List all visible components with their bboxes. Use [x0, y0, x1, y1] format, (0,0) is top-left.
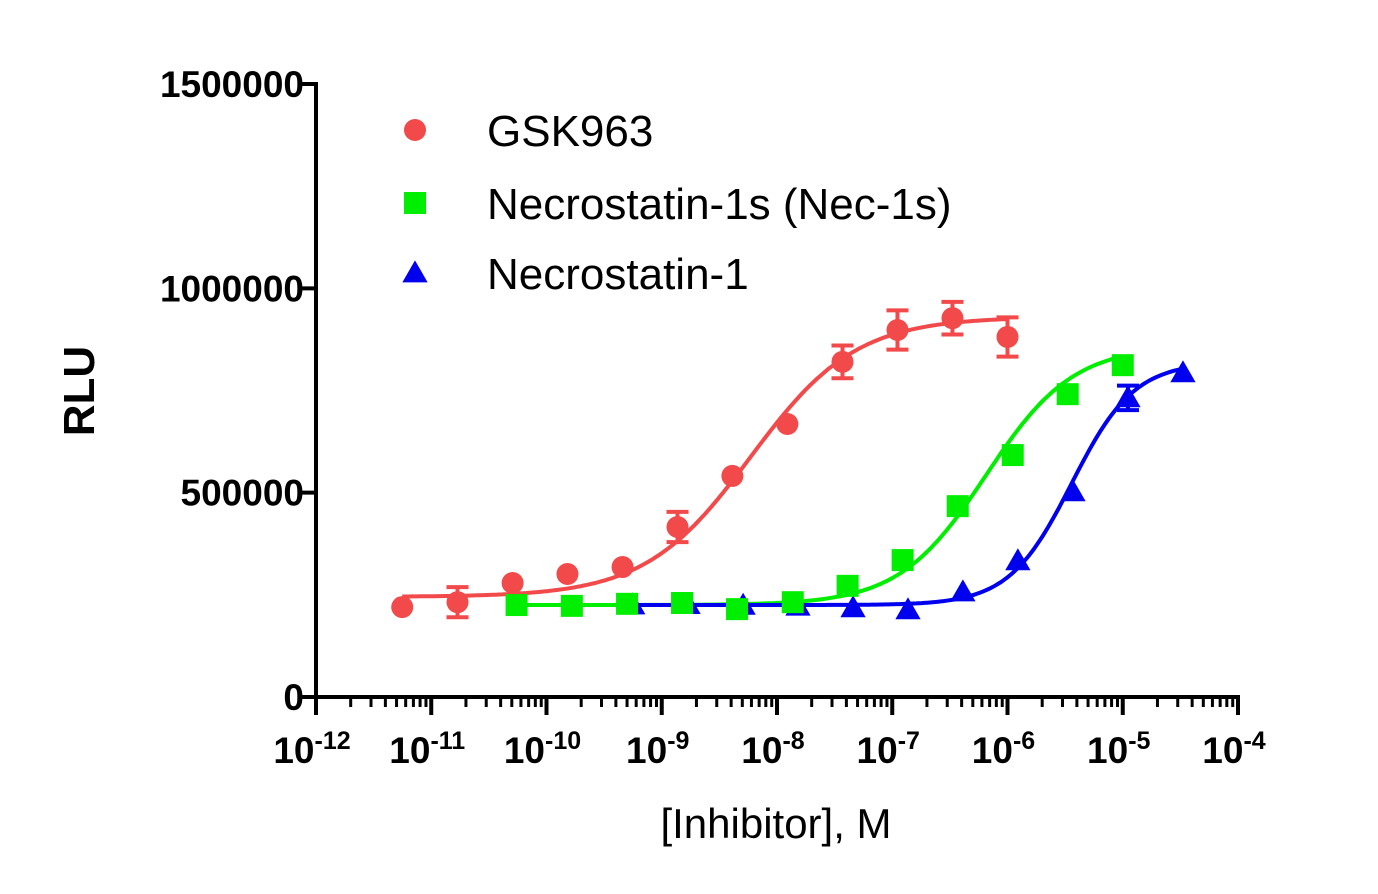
x-tick-label: 10-6 [972, 727, 1035, 771]
data-point-triangle [1060, 479, 1086, 502]
data-point-circle [501, 571, 524, 594]
data-point-circle [611, 556, 634, 579]
data-point-triangle [950, 579, 976, 602]
legend-label: GSK963 [487, 107, 653, 156]
y-axis-title: RLU [55, 346, 104, 436]
data-point-circle [941, 307, 964, 330]
data-point-square [836, 574, 859, 597]
data-point-square [1056, 383, 1079, 406]
legend-marker-triangle [402, 260, 428, 283]
y-tick-label: 1500000 [160, 64, 304, 105]
x-tick-label: 10-5 [1087, 727, 1150, 771]
legend-marker-square [404, 192, 426, 214]
data-point-triangle [1115, 385, 1141, 408]
data-point-circle [391, 596, 414, 619]
data-point-square [671, 592, 694, 615]
data-point-square [891, 549, 914, 572]
data-point-circle [446, 591, 469, 614]
data-point-square [505, 594, 528, 617]
data-point-square [781, 591, 804, 614]
legend: GSK963 Necrostatin-1s (Nec-1s) Necrostatin… [402, 107, 952, 299]
data-point-triangle [1170, 360, 1196, 383]
data-point-triangle [1005, 548, 1031, 571]
data-point-square [946, 495, 969, 518]
data-points [391, 299, 1196, 621]
x-axis-title: [Inhibitor], M [660, 800, 891, 847]
data-point-square [1001, 444, 1024, 467]
data-point-circle [721, 464, 744, 487]
x-tick-label: 10-11 [389, 727, 465, 771]
legend-label: Necrostatin-1s (Nec-1s) [487, 180, 952, 229]
y-tick-label: 0 [283, 677, 304, 718]
y-tick-label: 500000 [181, 473, 304, 514]
fit-curves [402, 317, 1184, 607]
y-tick-label: 1000000 [160, 268, 304, 309]
data-point-square [616, 592, 639, 615]
data-point-circle [996, 325, 1019, 348]
fit-curve [516, 354, 1124, 607]
data-point-square [726, 598, 749, 621]
data-point-square [560, 594, 583, 617]
data-point-circle [666, 515, 689, 538]
axes: 0 500000 1000000 1500000 10-12 10-11 10-10 10-9… [160, 64, 1266, 771]
data-point-circle [556, 562, 579, 585]
data-point-triangle [840, 595, 866, 618]
data-point-square [1111, 354, 1134, 377]
x-tick-label: 10-4 [1202, 727, 1265, 771]
data-point-triangle [895, 597, 921, 620]
fit-curve [402, 317, 1008, 599]
x-tick-label: 10-7 [857, 727, 920, 771]
data-point-circle [886, 319, 909, 342]
legend-marker-circle [404, 119, 426, 141]
x-tick-label: 10-8 [741, 727, 804, 771]
x-tick-label: 10-10 [504, 727, 581, 771]
x-tick-label: 10-12 [273, 727, 350, 771]
x-tick-label: 10-9 [626, 727, 689, 771]
data-point-circle [831, 350, 854, 373]
data-point-circle [776, 413, 799, 436]
legend-label: Necrostatin-1 [487, 250, 749, 299]
